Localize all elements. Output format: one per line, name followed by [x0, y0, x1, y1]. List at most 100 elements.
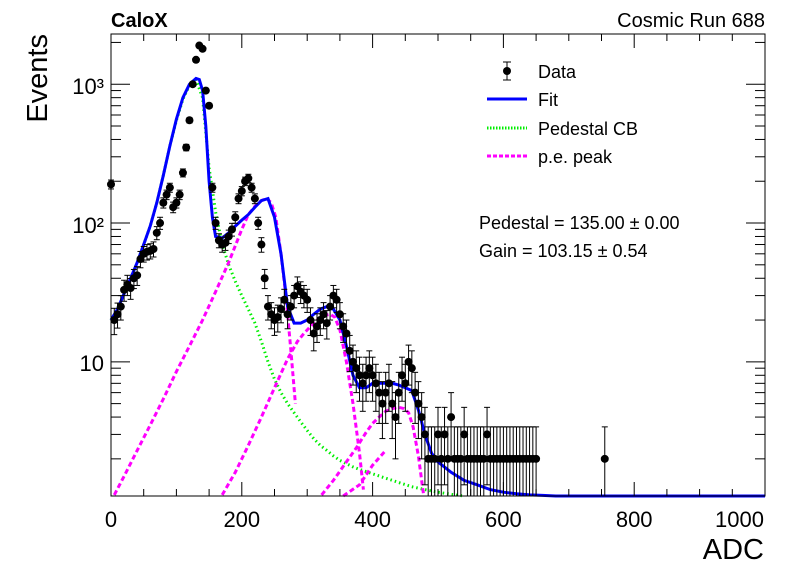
data-point: [280, 288, 289, 313]
data-marker: [201, 86, 210, 95]
pe-peak-curve: [112, 196, 297, 496]
data-marker: [263, 302, 272, 311]
data-marker: [417, 413, 426, 422]
data-marker: [237, 187, 246, 196]
data-marker: [116, 302, 125, 311]
data-points: [107, 41, 609, 496]
data-point: [345, 334, 354, 373]
x-tick-label: 200: [223, 507, 260, 532]
data-marker: [254, 219, 263, 228]
y-axis-title: Events: [22, 34, 54, 123]
data-point: [303, 288, 312, 313]
data-marker: [339, 322, 348, 331]
data-marker: [434, 430, 442, 439]
data-marker: [375, 388, 384, 397]
data-marker: [532, 454, 541, 463]
data-point: [443, 426, 452, 496]
data-point: [358, 363, 367, 412]
data-point: [175, 189, 184, 201]
data-marker: [165, 183, 174, 192]
data-point: [460, 406, 469, 486]
data-point: [414, 381, 423, 440]
data-marker: [257, 240, 266, 249]
data-marker: [430, 454, 439, 463]
data-marker: [182, 143, 191, 152]
data-marker: [250, 194, 259, 203]
data-point: [247, 182, 256, 193]
data-point: [227, 222, 236, 237]
data-marker: [365, 364, 374, 373]
pedestal-result: Pedestal = 135.00 ± 0.00: [479, 213, 680, 233]
data-point: [352, 350, 361, 394]
x-tick-label: 1000: [715, 507, 764, 532]
data-marker: [133, 271, 142, 280]
data-marker: [149, 244, 158, 253]
data-marker: [362, 371, 371, 380]
axis-ticks: [110, 34, 766, 496]
data-marker: [283, 310, 292, 319]
data-marker: [221, 238, 230, 247]
data-point: [188, 80, 197, 89]
data-marker: [440, 430, 449, 439]
x-tick-label: 0: [105, 507, 117, 532]
x-tick-label: 800: [616, 507, 653, 532]
data-point: [479, 426, 488, 496]
data-point: [322, 310, 331, 340]
data-marker: [175, 190, 184, 199]
data-point: [231, 211, 240, 224]
data-point: [332, 288, 341, 313]
data-marker: [358, 379, 367, 388]
data-marker: [460, 430, 469, 439]
data-marker: [437, 454, 446, 463]
legend: Data Fit Pedestal CB p.e. peak: [487, 61, 638, 167]
data-marker: [113, 310, 122, 319]
data-point: [260, 268, 269, 290]
data-marker: [286, 302, 295, 311]
data-marker: [224, 232, 233, 241]
data-point: [417, 392, 426, 460]
data-point: [420, 406, 429, 486]
data-point: [165, 182, 174, 193]
data-marker: [335, 310, 344, 319]
data-marker: [159, 198, 168, 207]
x-axis-title: ADC: [703, 534, 764, 566]
data-marker: [227, 225, 236, 234]
data-point: [368, 356, 377, 402]
pe-peak-curve: [342, 449, 387, 498]
data-point: [178, 168, 187, 178]
data-point: [440, 406, 449, 486]
data-marker: [447, 413, 456, 422]
data-marker: [280, 295, 289, 304]
data-marker: [398, 371, 407, 380]
data-marker: [388, 399, 397, 408]
data-marker: [404, 357, 413, 366]
data-point: [483, 406, 492, 486]
data-point: [149, 241, 158, 258]
data-point: [371, 363, 380, 412]
data-marker: [185, 116, 194, 125]
data-marker: [303, 295, 312, 304]
legend-label-fit: Fit: [538, 90, 558, 110]
x-tick-label: 400: [354, 507, 391, 532]
data-marker: [260, 274, 269, 283]
data-marker: [319, 310, 328, 319]
data-marker: [443, 454, 452, 463]
data-point: [250, 193, 259, 205]
legend-marker-data: [503, 61, 511, 81]
data-marker: [172, 198, 181, 207]
y-tick-label: 10²: [72, 213, 104, 238]
legend-label-data: Data: [538, 62, 577, 82]
data-marker: [411, 388, 420, 397]
data-point: [182, 143, 191, 152]
data-marker: [381, 388, 390, 397]
data-marker: [352, 364, 361, 373]
data-marker: [378, 399, 387, 408]
data-point: [437, 426, 446, 496]
data-marker: [306, 316, 315, 325]
data-marker: [355, 371, 364, 380]
data-point: [365, 350, 374, 394]
data-marker: [247, 183, 256, 192]
data-point: [198, 44, 207, 53]
data-marker: [309, 329, 318, 338]
data-marker: [483, 430, 492, 439]
